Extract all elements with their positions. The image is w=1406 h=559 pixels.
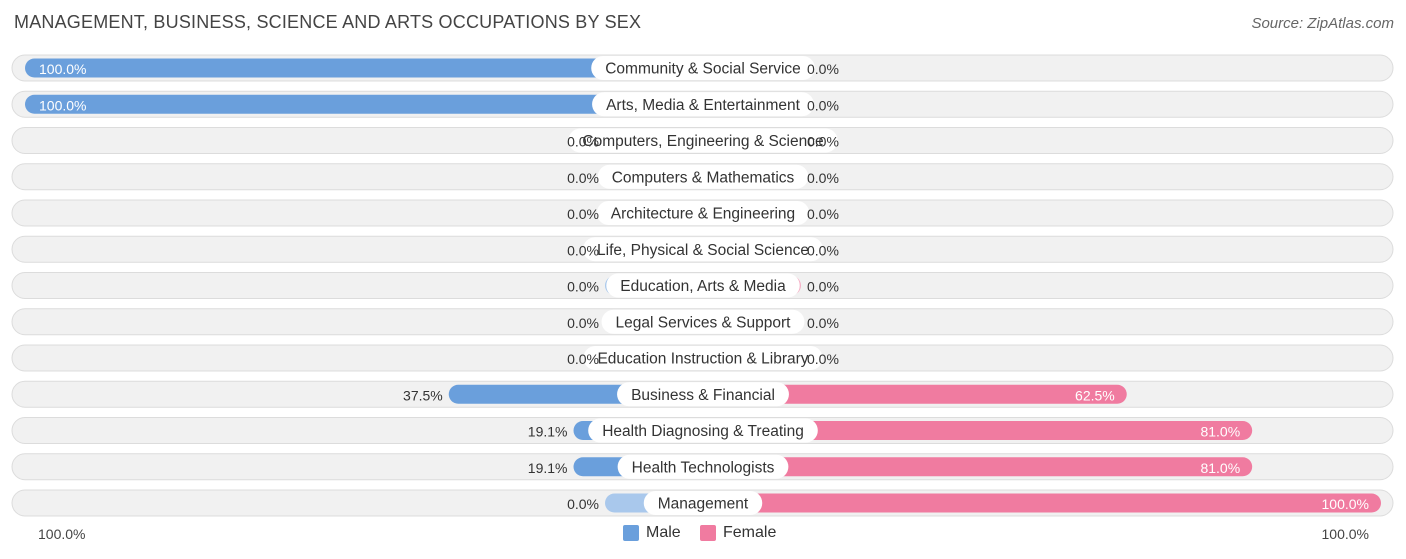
legend: Male Female — [0, 524, 1406, 546]
legend-item-female: Female — [700, 524, 776, 542]
bar-row: Health Diagnosing & Treating 19.1% 81.0% — [11, 417, 1394, 444]
value-label-male: 0.0% — [567, 496, 599, 512]
bar-female — [693, 457, 1253, 477]
bar-row: Education, Arts & Media 0.0% 0.0% — [11, 272, 1394, 299]
chart-title: MANAGEMENT, BUSINESS, SCIENCE AND ARTS O… — [14, 12, 642, 32]
category-label-bg — [596, 201, 810, 225]
value-label-male: 100.0% — [39, 97, 86, 113]
value-label-male: 0.0% — [567, 242, 599, 258]
legend-label-female: Female — [723, 524, 777, 541]
category-label: Life, Physical & Social Science — [597, 242, 809, 259]
value-label-male: 0.0% — [567, 315, 599, 331]
value-label-male: 0.0% — [567, 206, 599, 222]
category-label-bg — [583, 237, 823, 262]
category-label-bg — [583, 346, 823, 370]
value-label-female: 0.0% — [807, 242, 839, 258]
value-label-female: 0.0% — [807, 170, 839, 186]
value-label-female: 0.0% — [807, 134, 839, 150]
category-label-bg — [606, 273, 800, 298]
value-label-male: 0.0% — [567, 134, 599, 150]
bar-row: Management 0.0% 100.0% — [11, 489, 1394, 517]
category-label: Management — [658, 496, 749, 513]
bar-female — [693, 384, 1127, 404]
value-label-female: 0.0% — [807, 351, 839, 367]
category-label-bg — [568, 128, 838, 153]
category-label-bg — [591, 56, 815, 80]
value-label-female: 0.0% — [807, 206, 839, 222]
bar-female — [693, 421, 1253, 440]
bar-row: Legal Services & Support 0.0% 0.0% — [11, 308, 1394, 336]
value-label-female: 0.0% — [807, 315, 839, 331]
legend-swatch-female — [700, 525, 716, 541]
value-label-male: 19.1% — [528, 424, 568, 440]
value-label-female: 81.0% — [1200, 460, 1240, 476]
value-label-male: 0.0% — [567, 351, 599, 367]
axis-right-label: 100.0% — [1321, 526, 1369, 542]
value-label-female: 0.0% — [807, 61, 839, 77]
bar-row: Architecture & Engineering 0.0% 0.0% — [11, 199, 1394, 227]
category-label: Legal Services & Support — [616, 314, 792, 331]
value-label-male: 100.0% — [39, 61, 86, 77]
axis-left-label: 100.0% — [38, 526, 86, 542]
category-label: Computers, Engineering & Science — [582, 133, 823, 150]
value-label-female: 100.0% — [1322, 496, 1369, 512]
category-label: Community & Social Service — [605, 61, 801, 78]
value-label-male: 0.0% — [567, 170, 599, 186]
legend-swatch-male — [623, 525, 639, 541]
category-label: Health Diagnosing & Treating — [602, 423, 804, 440]
category-label-bg — [617, 454, 789, 479]
legend-label-male: Male — [646, 524, 681, 541]
bar-row: Health Technologists 19.1% 81.0% — [11, 453, 1394, 481]
source-label: Source: ZipAtlas.com — [1251, 15, 1394, 32]
category-label-bg — [592, 92, 814, 117]
bar-male — [25, 58, 713, 78]
bar-row: Arts, Media & Entertainment 100.0% 0.0% — [11, 90, 1394, 118]
category-label-bg — [643, 491, 763, 515]
category-label: Business & Financial — [631, 387, 775, 404]
value-label-female: 0.0% — [807, 97, 839, 113]
legend-item-male: Male — [623, 524, 681, 542]
bar-male — [25, 94, 713, 114]
category-label: Arts, Media & Entertainment — [606, 97, 801, 114]
value-label-male: 19.1% — [528, 460, 568, 476]
bar-row: Business & Financial 37.5% 62.5% — [11, 380, 1394, 408]
bar-row: Community & Social Service 100.0% 0.0% — [11, 54, 1394, 82]
bar-row: Computers & Mathematics 0.0% 0.0% — [11, 163, 1394, 191]
category-label: Education, Arts & Media — [620, 278, 786, 295]
value-label-male: 37.5% — [403, 387, 443, 403]
value-label-female: 0.0% — [807, 279, 839, 295]
bar-female — [693, 493, 1381, 513]
category-label-bg — [588, 418, 818, 443]
category-label: Health Technologists — [632, 459, 775, 476]
category-label-bg — [597, 164, 809, 189]
category-label-bg — [601, 309, 805, 334]
value-label-female: 62.5% — [1075, 387, 1115, 403]
category-label: Architecture & Engineering — [611, 206, 795, 223]
category-label: Computers & Mathematics — [612, 169, 795, 186]
category-label-bg — [617, 382, 789, 407]
category-label: Education Instruction & Library — [597, 351, 808, 368]
value-label-male: 0.0% — [567, 279, 599, 295]
value-label-female: 81.0% — [1200, 424, 1240, 440]
